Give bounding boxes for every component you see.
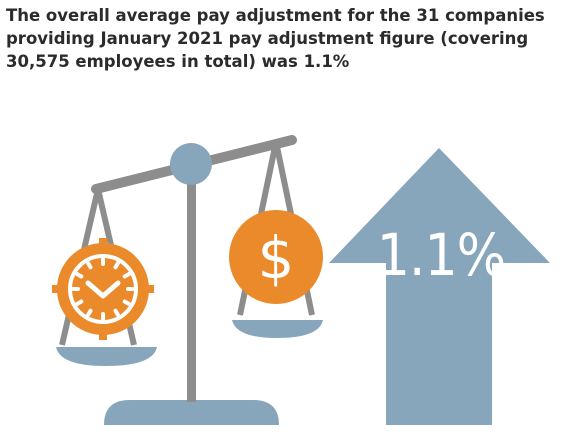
scale-pivot — [170, 143, 212, 185]
headline-line-2: providing January 2021 pay adjustment fi… — [6, 29, 529, 48]
headline-line-3: 30,575 employees in total) was 1.1% — [6, 52, 350, 71]
right-pan — [232, 320, 323, 338]
headline: The overall average pay adjustment for t… — [6, 4, 581, 73]
scale-post — [187, 170, 196, 402]
up-arrow-icon: 1.1% — [329, 148, 550, 425]
clock-inner-ring — [68, 254, 138, 324]
left-pan — [56, 347, 157, 366]
clock-icon — [52, 238, 154, 340]
scale-base — [104, 400, 279, 425]
clock-notches — [52, 238, 154, 340]
arrow-value-label: 1.1% — [377, 221, 506, 289]
clock-hands — [85, 280, 121, 299]
dollar-coin-icon: $ — [229, 210, 323, 304]
coin-body — [229, 210, 323, 304]
dollar-sign: $ — [258, 224, 295, 292]
clock-ticks — [71, 257, 135, 321]
up-arrow-shape — [329, 148, 550, 425]
headline-line-1: The overall average pay adjustment for t… — [6, 6, 545, 25]
